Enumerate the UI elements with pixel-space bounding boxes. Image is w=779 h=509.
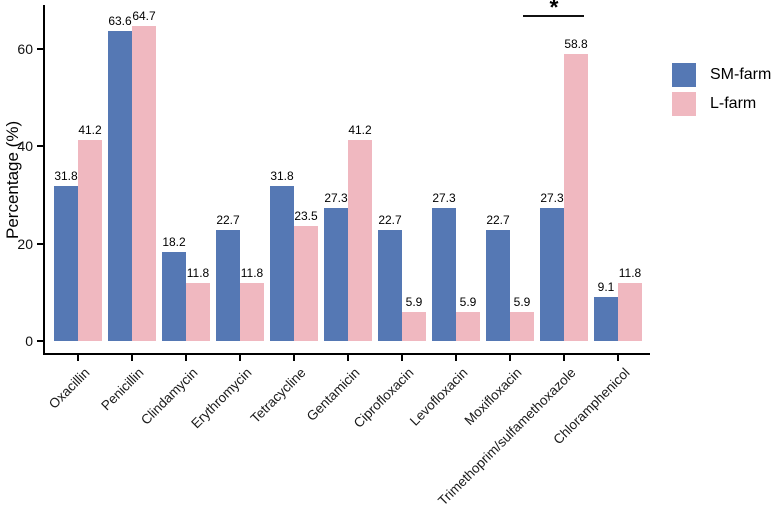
x-axis-tick [293,355,295,361]
x-axis-tick [77,355,79,361]
legend-swatch-sm-farm [672,63,696,87]
bar-sm-farm [162,252,186,341]
x-axis-tick [347,355,349,361]
x-axis-tick [617,355,619,361]
bar-l-farm [294,226,318,341]
bar-value-label: 9.1 [597,279,615,294]
bar-sm-farm [270,185,294,341]
bar-l-farm [510,312,534,341]
x-axis-line [43,353,650,355]
bar-value-label: 11.8 [240,266,264,281]
bar-value-label: 41.2 [78,123,102,138]
bar-value-label: 31.8 [270,168,294,183]
bar-l-farm [348,140,372,341]
y-axis-tick [37,242,43,245]
bar-value-label: 31.8 [54,168,78,183]
significance-line [523,15,584,17]
y-tick-label: 40 [17,138,33,154]
y-axis-line [43,5,45,355]
bar-value-label: 5.9 [459,295,477,310]
bar-value-label: 23.5 [294,209,318,224]
bar-l-farm [186,283,210,341]
bar-value-label: 11.8 [618,266,642,281]
bar-value-label: 22.7 [216,213,240,228]
y-tick-label: 0 [25,333,33,349]
bar-sm-farm [108,30,132,341]
bar-sm-farm [486,230,510,341]
bar-value-label: 5.9 [405,295,423,310]
bar-value-label: 64.7 [132,8,156,23]
x-axis-tick [563,355,565,361]
bar-sm-farm [432,207,456,341]
y-axis-tick [37,340,43,342]
bar-value-label: 22.7 [378,213,402,228]
legend-item-sm-farm: SM-farm [672,63,771,87]
bar-value-label: 22.7 [486,213,510,228]
y-tick-label: 60 [17,40,33,57]
bar-value-label: 27.3 [432,190,456,205]
y-tick-label: 20 [17,235,33,252]
bar-l-farm [132,25,156,341]
bar-sm-farm [540,207,564,341]
y-axis-tick [37,145,43,147]
bar-sm-farm [54,185,78,341]
bar-value-label: 5.9 [513,295,531,310]
bar-sm-farm [378,230,402,341]
legend-swatch-l-farm [672,92,696,116]
bar-value-label: 58.8 [564,37,588,52]
bar-sm-farm [594,296,618,341]
legend-item-l-farm: L-farm [672,92,771,116]
x-axis-tick [131,355,133,361]
bar-l-farm [78,140,102,341]
y-axis-tick [37,47,43,50]
legend-label-l-farm: L-farm [710,95,757,112]
bar-sm-farm [216,230,240,341]
x-axis-tick [509,355,511,361]
legend-label-sm-farm: SM-farm [710,66,772,83]
significance-asterisk: * [549,0,559,20]
bar-l-farm [240,283,264,341]
x-axis-tick [401,355,403,361]
bar-value-label: 41.2 [348,123,372,138]
bar-value-label: 27.3 [540,190,564,205]
bar-l-farm [564,54,588,341]
bar-l-farm [456,312,480,341]
x-axis-tick [239,355,241,361]
bar-value-label: 27.3 [324,190,348,205]
legend: SM-farm L-farm [672,63,771,121]
x-axis-tick [185,355,187,361]
x-axis-tick [455,355,457,361]
bar-value-label: 18.2 [162,235,186,250]
bar-l-farm [402,312,426,341]
bar-l-farm [618,283,642,341]
bar-sm-farm [324,207,348,341]
bar-value-label: 63.6 [108,13,132,28]
bar-value-label: 11.8 [186,266,210,281]
